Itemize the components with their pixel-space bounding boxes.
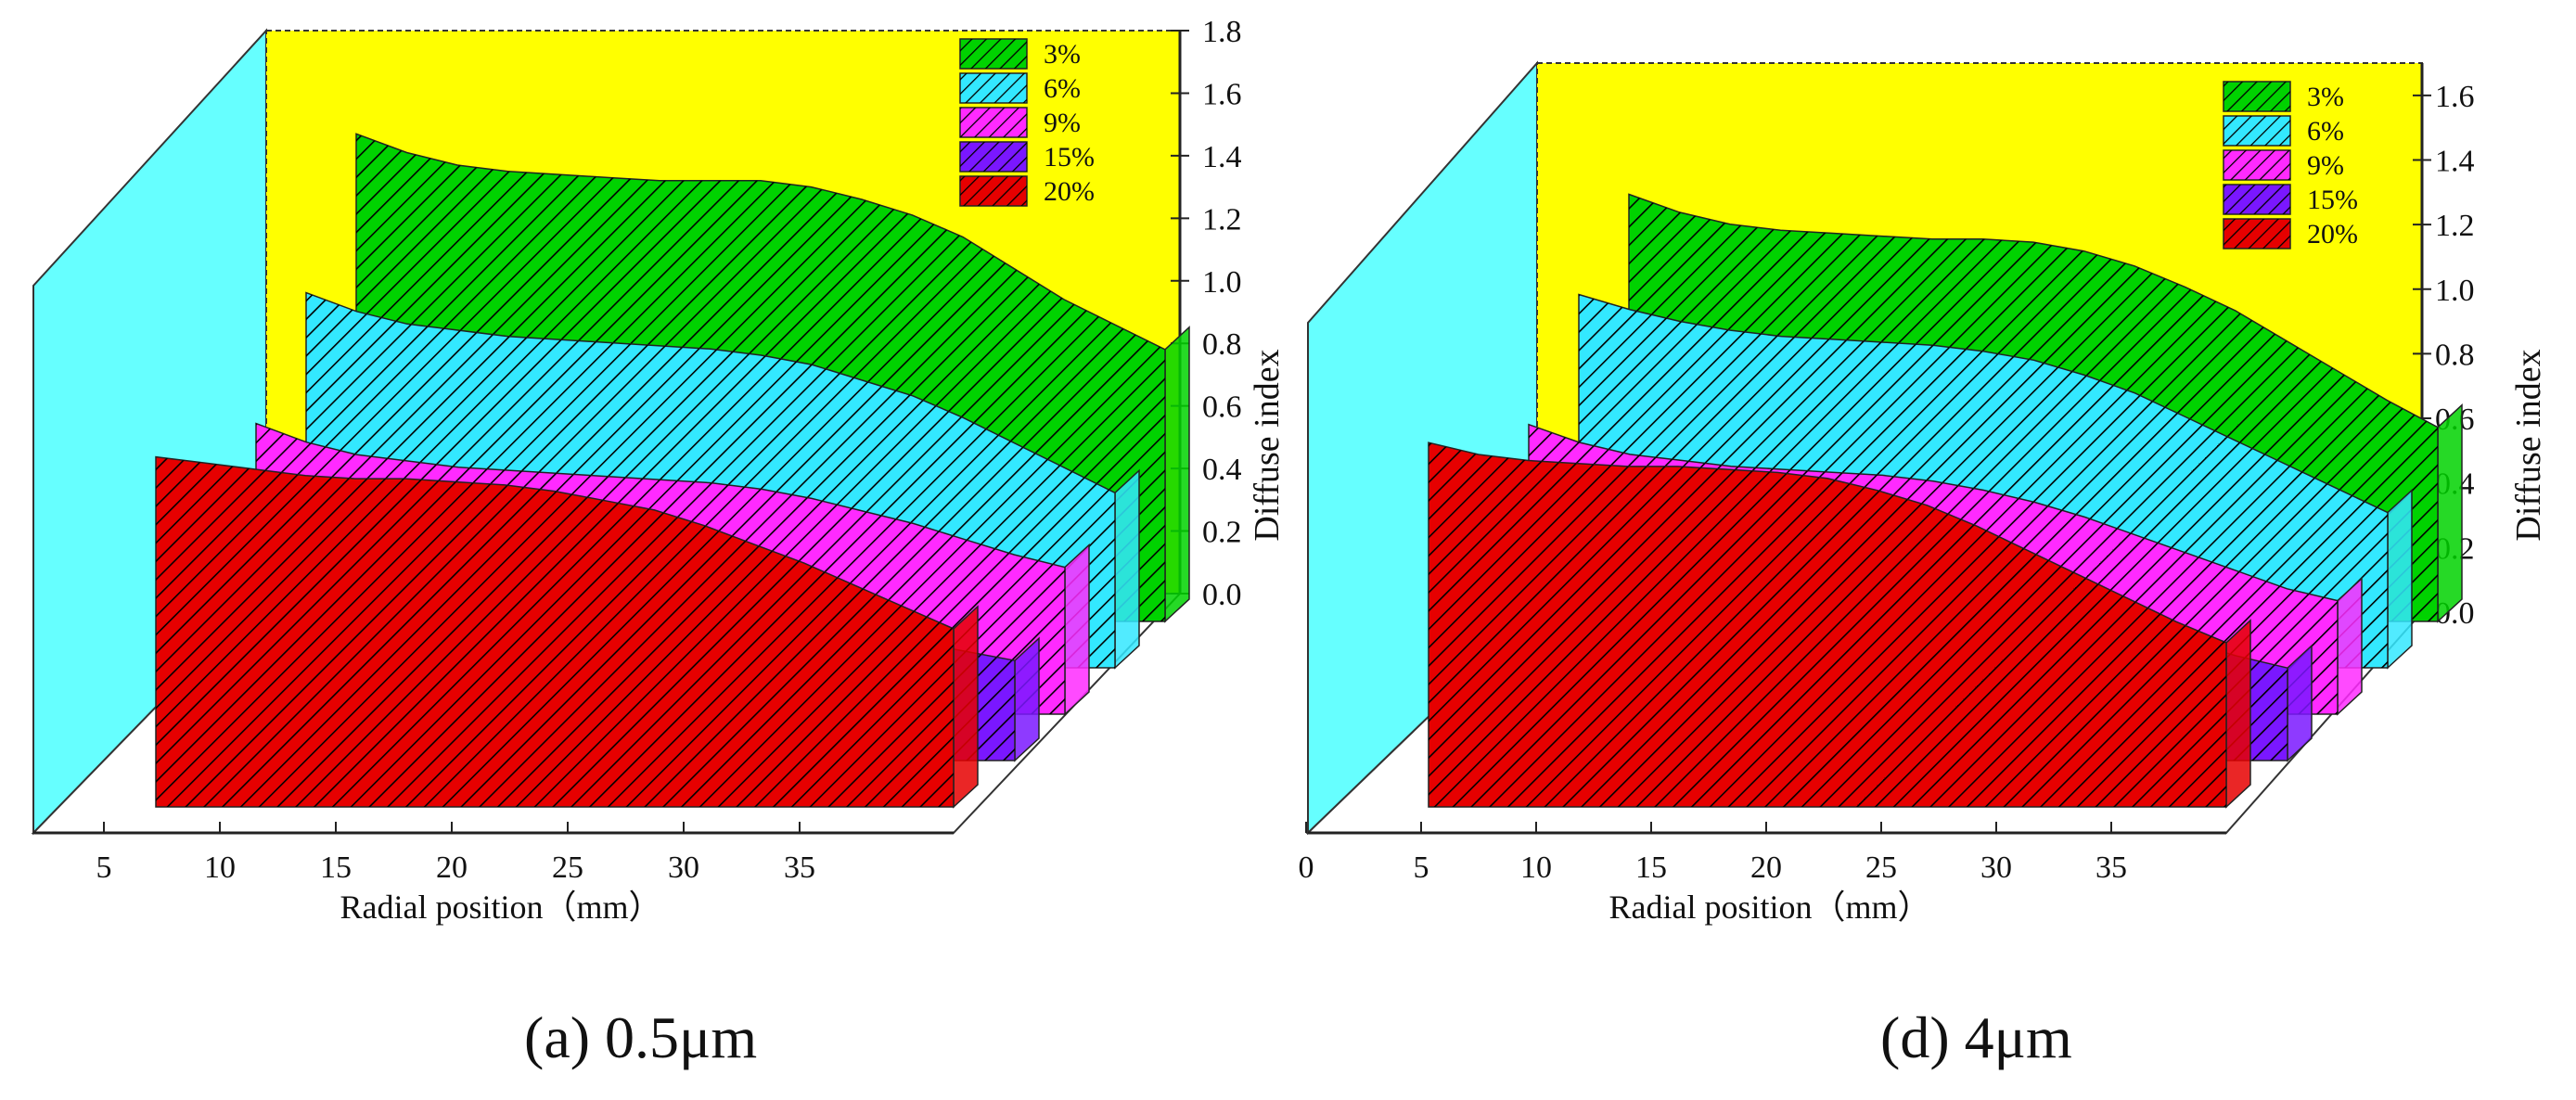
series-side-20pct <box>2225 619 2251 809</box>
y-tick-label-0.8: 0.8 <box>2435 338 2475 372</box>
x-tick-label-20: 20 <box>1750 851 1782 885</box>
series-side-6pct <box>2387 488 2413 670</box>
series-side-15pct <box>1014 636 1040 762</box>
series-hatch-20pct <box>156 456 954 807</box>
y-tick-label-1.6: 1.6 <box>2435 80 2475 114</box>
y-tick-label-1.2: 1.2 <box>1202 202 1242 237</box>
y-tick-label-0.8: 0.8 <box>1202 327 1242 362</box>
legend-label-15pct: 15% <box>2307 185 2358 215</box>
y-tick-label-0.6: 0.6 <box>1202 390 1242 425</box>
legend-swatch-hatch <box>960 108 1027 137</box>
legend-swatch-hatch <box>960 73 1027 103</box>
legend-swatch-hatch <box>2224 116 2290 146</box>
caption-d: (d) 4μm <box>1880 1004 2072 1070</box>
series-side-6pct <box>1114 468 1140 670</box>
legend-label-9pct: 9% <box>1044 108 1081 138</box>
x-tick-label-5: 5 <box>96 851 112 885</box>
legend-label-9pct: 9% <box>2307 150 2344 181</box>
x-tick-label-35: 35 <box>784 851 815 885</box>
y-axis-title: Diffuse index <box>2509 349 2548 541</box>
x-tick-label-30: 30 <box>668 851 699 885</box>
x-tick-label-10: 10 <box>204 851 236 885</box>
y-tick-label-0.2: 0.2 <box>1202 516 1242 550</box>
chart-panel-a: 0.0 0.2 0.4 0.6 0.8 1.0 1.2 1.4 1.6 1.8 Diffuse in… <box>31 15 1287 926</box>
x-tick-label-30: 30 <box>1980 851 2012 885</box>
legend-label-20pct: 20% <box>2307 219 2358 249</box>
legend-swatch-hatch <box>960 39 1027 69</box>
legend-swatch-hatch <box>960 142 1027 172</box>
series-hatch-20pct <box>1429 442 2226 807</box>
y-tick-label-1.2: 1.2 <box>2435 209 2475 243</box>
series-side-9pct <box>2337 576 2363 716</box>
caption-a: (a) 0.5μm <box>524 1004 758 1070</box>
x-tick-label-25: 25 <box>1865 851 1897 885</box>
legend-swatch-hatch <box>2224 185 2290 214</box>
x-axis-title: Radial position（mm） <box>1609 889 1931 926</box>
x-tick-label-15: 15 <box>320 851 352 885</box>
y-tick-label-1.0: 1.0 <box>2435 274 2475 308</box>
x-tick-label-15: 15 <box>1635 851 1667 885</box>
x-tick-label-5: 5 <box>1414 851 1429 885</box>
y-tick-label-0.0: 0.0 <box>1202 578 1242 612</box>
y-tick-label-0.4: 0.4 <box>1202 453 1242 487</box>
legend-label-3pct: 3% <box>2307 82 2344 112</box>
legend-swatch-hatch <box>2224 219 2290 249</box>
y-tick-label-1.4: 1.4 <box>1202 140 1242 174</box>
legend-label-20pct: 20% <box>1044 176 1095 207</box>
x-tick-label-20: 20 <box>436 851 468 885</box>
y-tick-label-1.0: 1.0 <box>1202 265 1242 300</box>
x-tick-label-10: 10 <box>1520 851 1552 885</box>
legend-swatch-hatch <box>960 176 1027 206</box>
series-side-3pct <box>2437 403 2463 623</box>
legend-label-15pct: 15% <box>1044 142 1095 173</box>
x-tick-label-35: 35 <box>2095 851 2127 885</box>
y-tick-label-1.8: 1.8 <box>1202 15 1242 49</box>
legend-swatch-hatch <box>2224 150 2290 180</box>
x-tick-label-0: 0 <box>1299 851 1314 885</box>
series-side-20pct <box>953 605 979 809</box>
series-side-3pct <box>1164 326 1190 623</box>
legend-label-3pct: 3% <box>1044 39 1081 70</box>
y-tick-label-1.6: 1.6 <box>1202 77 1242 111</box>
x-tick-label-25: 25 <box>552 851 583 885</box>
series-side-9pct <box>1064 543 1090 716</box>
legend-swatch-hatch <box>2224 82 2290 111</box>
legend-label-6pct: 6% <box>1044 73 1081 104</box>
y-tick-label-1.4: 1.4 <box>2435 144 2475 178</box>
y-axis-title: Diffuse index <box>1248 349 1287 541</box>
x-axis-title: Radial position（mm） <box>340 889 662 926</box>
legend-label-6pct: 6% <box>2307 116 2344 147</box>
